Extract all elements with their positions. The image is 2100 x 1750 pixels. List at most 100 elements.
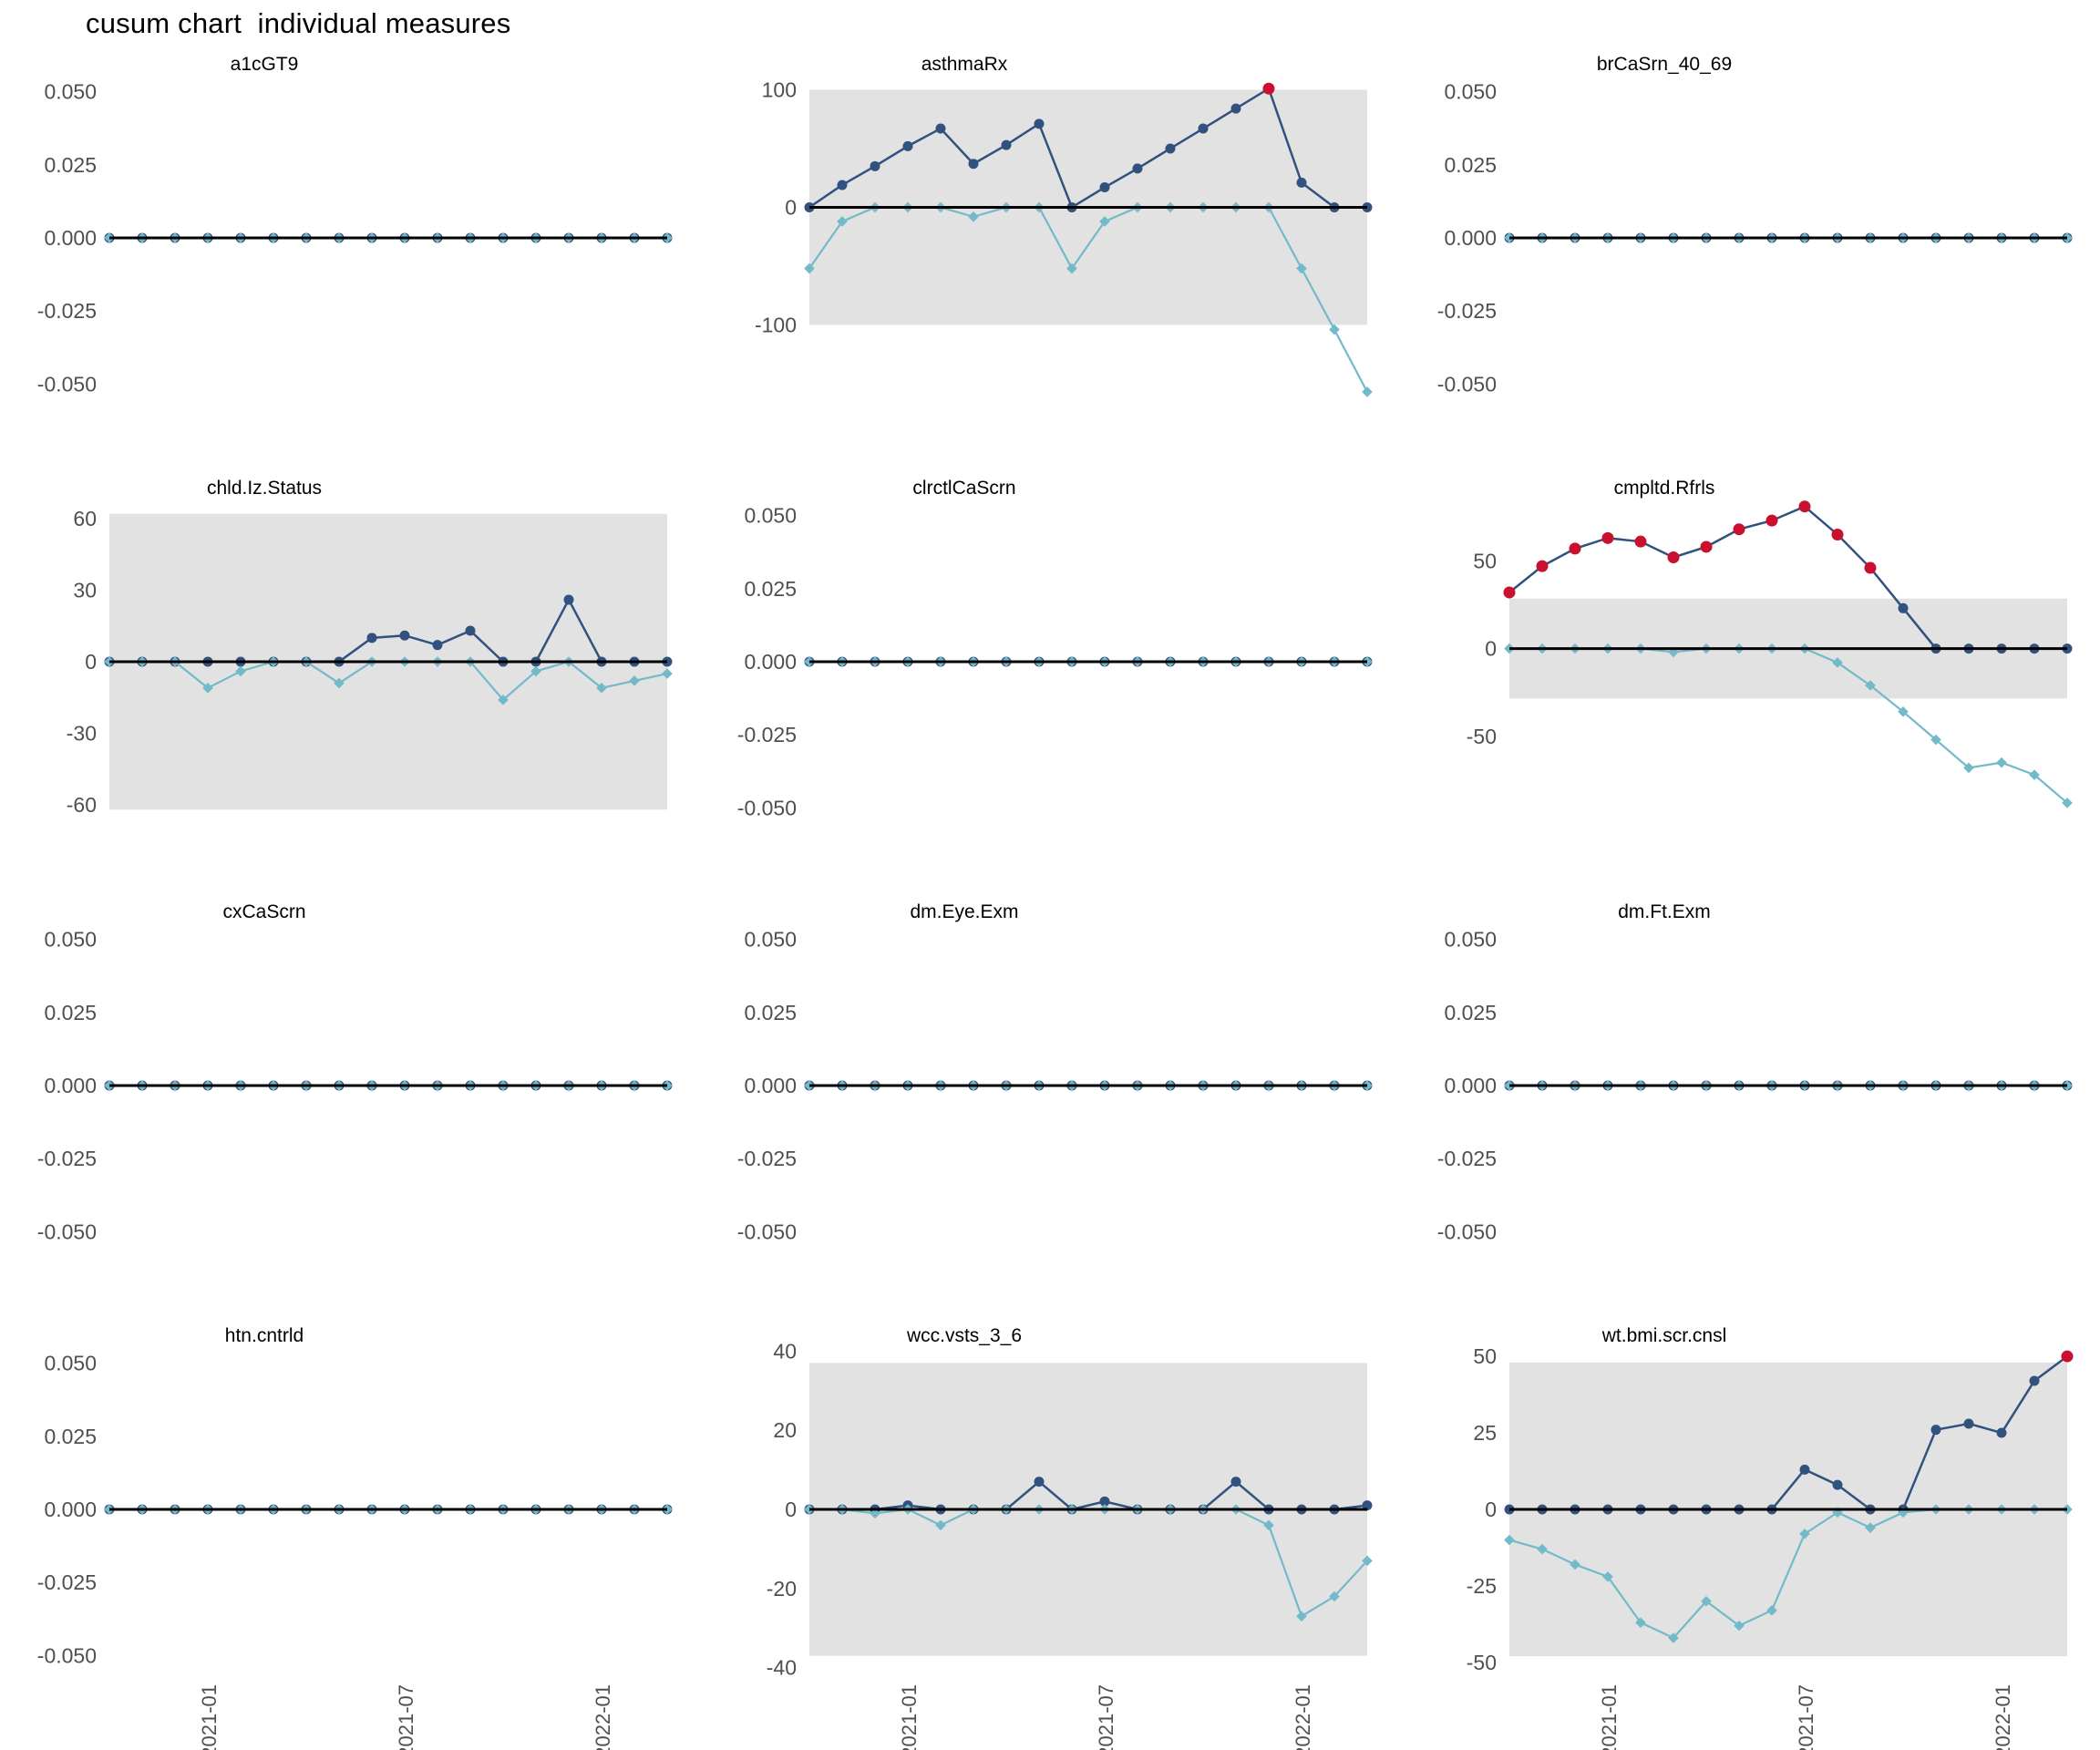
data-point [902,140,913,151]
y-axis-ticks: 0.050 0.025 0.000 -0.025 -0.050 [37,80,97,396]
data-point [2029,1375,2040,1386]
y-tick-label: -50 [1467,725,1497,748]
y-tick-label: 0.000 [44,1498,97,1521]
data-point [1898,706,1909,717]
data-point [1296,177,1307,188]
data-point [1570,1559,1580,1570]
x-axis-ticks: 2021-01 2021-07 2022-01 [1598,1684,2014,1750]
data-point [498,695,509,705]
data-point [1296,262,1307,274]
data-point [1766,1605,1777,1616]
y-tick-label: 0.025 [1444,1001,1497,1024]
y-tick-label: 100 [762,77,797,101]
signal-points [2061,1350,2074,1363]
y-tick-label: 0.025 [744,577,797,601]
data-point [399,630,410,641]
data-point [1099,1496,1110,1507]
data-point [1930,734,1941,746]
y-tick-label: 0 [1485,637,1497,661]
data-point [202,682,213,694]
y-axis-ticks: 60 30 0 -30 -60 [67,507,97,817]
data-point [1832,657,1843,668]
y-tick-label: 0.000 [744,650,797,674]
signal-point [1634,535,1647,548]
panel-cell-a1cGT9: a1cGT9 0.050 0.025 0.000 -0.025 -0.050 [0,50,700,479]
panel-cell-wcc.vsts_3_6: wcc.vsts_3_6 40 20 0 -20 -40 2021-01 2021-07 202… [700,1322,1400,1750]
data-point [1537,1543,1548,1555]
y-tick-label: 0 [1485,1498,1497,1521]
data-point [563,594,574,605]
signal-points [1262,82,1275,95]
y-tick-label: -0.050 [1437,372,1497,396]
panel-title: cxCaScrn [222,901,305,922]
panel-title: htn.cntrld [225,1325,304,1346]
data-point [837,180,848,190]
data-point [530,665,541,677]
data-point [1996,757,2007,768]
y-tick-label: -0.025 [1437,1147,1497,1170]
y-tick-label: 0.025 [44,1001,97,1024]
data-point [1099,216,1110,227]
y-tick-label: 60 [73,507,97,530]
data-point [2029,769,2040,780]
panel-title: cmpltd.Rfrls [1614,478,1715,499]
y-tick-label: 0.025 [44,153,97,177]
data-point [2062,798,2073,808]
signal-point [1831,528,1844,540]
data-point [1504,1534,1515,1546]
data-point [366,633,377,643]
data-point [1132,163,1143,174]
y-tick-label: 0 [785,1498,797,1521]
data-point [1362,1500,1373,1511]
panel-title: clrctlCaScrn [912,478,1015,499]
y-tick-label: -25 [1467,1574,1497,1598]
data-point [1362,1555,1373,1567]
y-tick-label: -0.050 [737,796,797,819]
panel-asthmaRx: asthmaRx 100 0 -100 [755,54,1373,397]
y-tick-label: -0.050 [737,1220,797,1243]
x-tick-label: 2022-01 [592,1684,614,1750]
data-point [1001,139,1012,150]
panel-title: wcc.vsts_3_6 [906,1325,1022,1346]
y-tick-label: 0.025 [44,1425,97,1448]
x-tick-label: 2021-07 [1795,1684,1817,1750]
data-point [1296,1611,1307,1622]
x-tick-label: 2021-07 [395,1684,417,1750]
panel-dm.Eye.Exm: dm.Eye.Exm 0.050 0.025 0.000 -0.025 -0.050 [737,901,1373,1243]
y-tick-label: -0.050 [37,1220,97,1243]
panel-wt.bmi.scr.cnsl: wt.bmi.scr.cnsl 50 25 0 -25 -50 2021-01 2021-07… [1467,1325,2074,1750]
y-tick-label: -20 [767,1577,797,1601]
panel-cell-brCaSrn_40_69: brCaSrn_40_69 0.050 0.025 0.000 -0.025 -0.050 [1400,50,2100,479]
data-point [596,682,607,694]
y-axis-ticks: 0.050 0.025 0.000 -0.025 -0.050 [37,928,97,1244]
y-tick-label: 0.050 [44,80,97,104]
signal-point [1798,500,1811,513]
y-axis-ticks: 0.050 0.025 0.000 -0.025 -0.050 [1437,928,1497,1244]
y-tick-label: -0.025 [737,723,797,746]
data-point [1865,1522,1876,1533]
y-axis-ticks: 0.050 0.025 0.000 -0.025 -0.050 [737,504,797,820]
panel-title: chld.Iz.Status [207,478,322,499]
data-point [1602,1571,1613,1582]
y-tick-label: 0.050 [744,504,797,528]
y-tick-label: 0.050 [44,1352,97,1375]
data-point [1799,1464,1810,1475]
y-tick-label: -0.025 [1437,299,1497,323]
data-point [1198,123,1209,134]
x-tick-label: 2021-01 [1598,1684,1621,1750]
y-tick-label: -0.050 [1437,1220,1497,1243]
y-tick-label: 30 [73,578,97,602]
x-tick-label: 2021-01 [198,1684,221,1750]
y-tick-label: -100 [755,313,797,336]
data-point [1832,1479,1843,1490]
x-tick-label: 2021-01 [898,1684,921,1750]
y-tick-label: 50 [1473,549,1497,572]
y-tick-label: 0.025 [744,1001,797,1024]
y-tick-label: 0.000 [744,1074,797,1097]
data-point [1034,118,1045,129]
panel-cell-cxCaScrn: cxCaScrn 0.050 0.025 0.000 -0.025 -0.050 [0,898,700,1326]
y-tick-label: 0.000 [1444,226,1497,250]
panel-title: wt.bmi.scr.cnsl [1601,1325,1727,1346]
y-tick-label: -0.050 [37,1643,97,1667]
data-point [1329,324,1340,335]
